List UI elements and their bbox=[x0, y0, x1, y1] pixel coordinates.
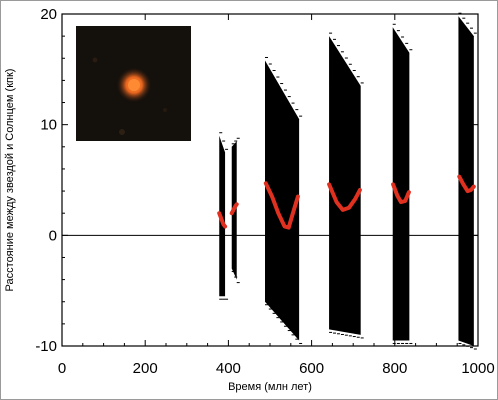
inset-star-image bbox=[76, 26, 191, 141]
x-axis-label: Время (млн лет) bbox=[228, 381, 312, 393]
best-fit-curve bbox=[457, 174, 476, 194]
best-fit-curves bbox=[217, 174, 476, 230]
uncertainty-band bbox=[458, 16, 474, 347]
x-tick-label: 1000 bbox=[461, 360, 494, 377]
inset-noise-dot bbox=[92, 57, 98, 63]
x-tick-label: 0 bbox=[58, 360, 66, 377]
best-fit-curve bbox=[263, 181, 300, 230]
best-fit-curve bbox=[327, 182, 362, 212]
x-axis-ticks: 0 200 400 600 800 1000 bbox=[58, 14, 495, 377]
x-tick-label: 600 bbox=[299, 360, 324, 377]
uncertainty-band bbox=[329, 36, 361, 335]
y-tick-label: 0 bbox=[49, 227, 57, 244]
uncertainty-band bbox=[265, 60, 300, 341]
best-fit-curve bbox=[229, 202, 239, 216]
uncertainty-band bbox=[392, 27, 410, 341]
inset-noise-dot bbox=[119, 129, 125, 135]
y-axis-label: Расстояние между звездой и Солнцем (кпк) bbox=[4, 69, 16, 292]
x-tick-label: 200 bbox=[133, 360, 158, 377]
uncertainty-bands bbox=[219, 12, 477, 350]
y-tick-label: 10 bbox=[40, 117, 57, 134]
x-tick-label: 800 bbox=[382, 360, 407, 377]
y-tick-label: -10 bbox=[35, 338, 57, 355]
inset-noise-dot bbox=[163, 108, 167, 112]
best-fit-curve bbox=[217, 211, 228, 229]
y-axis-ticks: -10 0 10 20 bbox=[35, 6, 478, 355]
y-tick-label: 20 bbox=[40, 6, 57, 23]
inset-star-core bbox=[128, 79, 140, 91]
best-fit-curve bbox=[391, 182, 411, 205]
x-tick-label: 400 bbox=[216, 360, 241, 377]
